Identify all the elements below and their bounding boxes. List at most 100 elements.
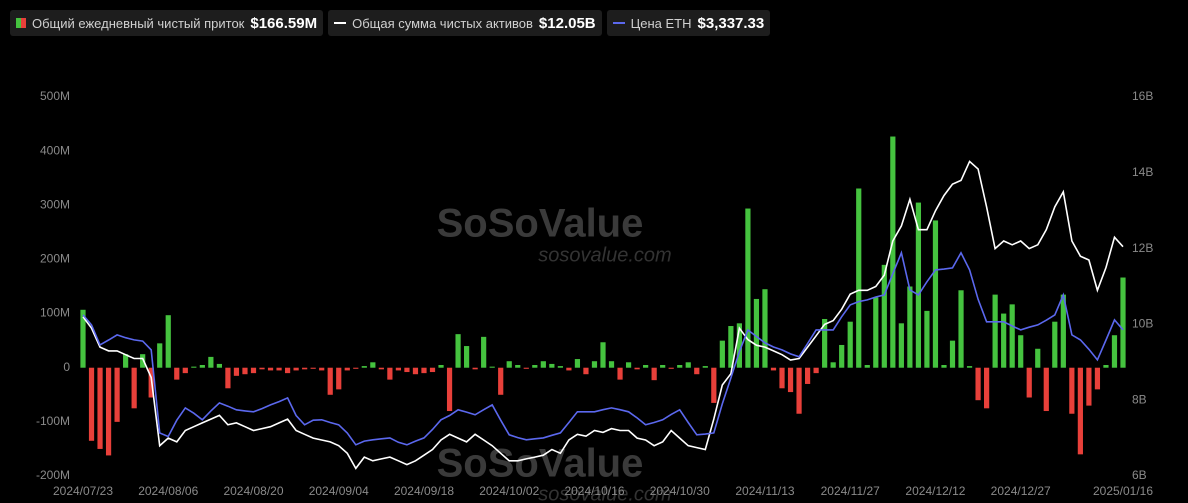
bar — [711, 367, 717, 403]
bar — [796, 367, 802, 414]
legend-value: $166.59M — [250, 14, 318, 32]
bar — [455, 334, 461, 368]
legend-label: Цена ETH — [630, 15, 692, 31]
bar — [668, 367, 674, 369]
bar — [753, 298, 760, 368]
bar — [523, 367, 529, 369]
legend-label: Общая сумма чистых активов — [352, 15, 533, 31]
bar — [216, 363, 222, 368]
x-tick-label: 2024/10/16 — [564, 484, 624, 498]
bar — [702, 366, 708, 368]
y2-tick-label: 6B — [1132, 468, 1147, 482]
bar — [984, 367, 990, 409]
x-tick-label: 2024/08/20 — [223, 484, 283, 498]
x-tick-label: 2024/12/27 — [991, 484, 1051, 498]
y-tick-label: -100M — [36, 414, 70, 428]
bar — [890, 136, 896, 368]
bar — [191, 366, 197, 368]
bar — [481, 336, 487, 368]
bar — [284, 367, 291, 374]
x-tick-label: 2024/09/04 — [309, 484, 369, 498]
bar — [566, 367, 572, 371]
legend-marker — [334, 22, 347, 24]
bar — [924, 310, 930, 368]
legend-item: Общий ежедневный чистый приток $166.59M — [10, 10, 324, 36]
x-tick-label: 2024/10/30 — [650, 484, 710, 498]
bar — [387, 367, 393, 380]
bar — [1120, 277, 1126, 368]
bar — [250, 367, 257, 374]
bar — [267, 367, 274, 371]
bar — [643, 365, 649, 368]
bar — [574, 359, 581, 368]
legend-marker — [16, 18, 26, 28]
bar — [464, 346, 470, 368]
legend-value: $3,337.33 — [697, 14, 765, 32]
bar — [1009, 304, 1015, 368]
bar — [804, 367, 811, 384]
bar — [1077, 367, 1083, 455]
bar — [225, 367, 231, 389]
bar — [1043, 367, 1049, 412]
bar — [625, 362, 632, 368]
bar — [293, 367, 299, 371]
bar — [438, 365, 444, 368]
x-tick-label: 2024/07/23 — [53, 484, 113, 498]
bar — [165, 315, 171, 368]
bar — [429, 367, 436, 373]
bar — [80, 309, 86, 368]
bar — [378, 367, 384, 370]
watermark: SoSoValue — [437, 442, 644, 486]
bar — [557, 366, 563, 368]
bar — [779, 367, 785, 389]
bar — [1111, 335, 1118, 368]
bar — [242, 367, 248, 375]
bar — [830, 362, 836, 368]
bar — [395, 367, 402, 371]
bar — [1035, 348, 1041, 368]
bar — [515, 365, 521, 368]
bar — [813, 367, 819, 374]
bar — [344, 367, 350, 371]
bar — [472, 367, 478, 370]
bar — [898, 323, 904, 368]
bar — [174, 367, 180, 380]
bar — [591, 361, 598, 368]
x-tick-label: 2025/01/16 — [1093, 484, 1153, 498]
bar — [1069, 367, 1075, 414]
y-tick-label: 0 — [63, 360, 70, 374]
legend-marker — [612, 22, 625, 24]
bar — [651, 367, 657, 381]
bar — [1086, 367, 1092, 406]
bar — [140, 354, 146, 368]
line — [82, 160, 1124, 470]
bar — [540, 361, 546, 368]
bar — [1018, 335, 1024, 368]
bar — [856, 188, 862, 368]
bar — [847, 321, 853, 368]
x-tick-label: 2024/09/18 — [394, 484, 454, 498]
bar — [685, 362, 691, 368]
x-tick-label: 2024/10/02 — [479, 484, 539, 498]
bar — [421, 367, 427, 374]
bar — [736, 323, 742, 368]
bar — [958, 290, 964, 368]
bar — [404, 367, 410, 373]
bar — [1026, 367, 1032, 398]
bar — [199, 365, 205, 368]
bar — [787, 367, 794, 393]
bar — [370, 362, 376, 368]
bar — [88, 367, 95, 441]
bar — [446, 367, 453, 412]
bar — [549, 363, 555, 368]
y2-tick-label: 16B — [1132, 89, 1153, 103]
y-tick-label: 500M — [40, 89, 70, 103]
bar — [336, 367, 342, 390]
bar — [310, 367, 316, 369]
bar — [489, 366, 495, 368]
bar — [839, 344, 845, 368]
bar — [259, 367, 265, 370]
x-tick-label: 2024/08/06 — [138, 484, 198, 498]
bar — [361, 366, 367, 368]
